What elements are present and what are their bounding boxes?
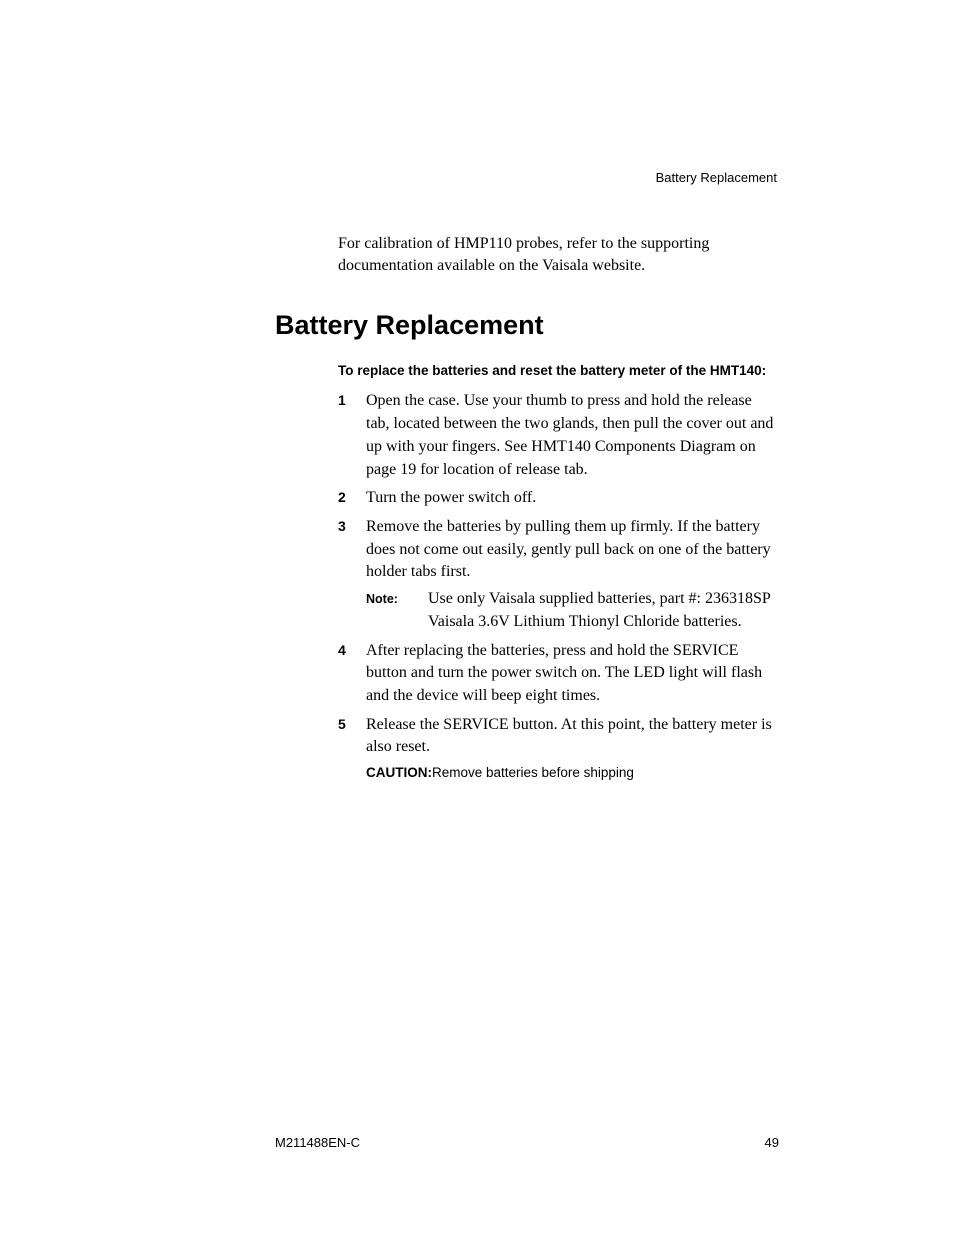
intro-paragraph: For calibration of HMP110 probes, refer … <box>338 233 779 278</box>
procedure-steps: 1 Open the case. Use your thumb to press… <box>338 390 779 782</box>
caution-text: Remove batteries before shipping <box>432 765 634 780</box>
page-footer: M211488EN-C 49 <box>275 1135 779 1150</box>
step-number: 4 <box>338 640 366 658</box>
step-number: 3 <box>338 516 366 534</box>
step-text: After replacing the batteries, press and… <box>366 640 779 708</box>
page-number: 49 <box>765 1135 779 1150</box>
step-text: Remove the batteries by pulling them up … <box>366 518 771 580</box>
step-item: 2 Turn the power switch off. <box>338 487 779 510</box>
step-item: 3 Remove the batteries by pulling them u… <box>338 516 779 634</box>
caution-label: CAUTION: <box>366 765 432 780</box>
procedure-lead-in: To replace the batteries and reset the b… <box>338 361 779 381</box>
running-header: Battery Replacement <box>275 170 779 185</box>
caution-block: CAUTION:Remove batteries before shipping <box>366 763 779 782</box>
step-item: 1 Open the case. Use your thumb to press… <box>338 390 779 481</box>
section-heading: Battery Replacement <box>275 310 779 341</box>
note-text: Use only Vaisala supplied batteries, par… <box>428 588 779 633</box>
step-number: 2 <box>338 487 366 505</box>
step-item: 4 After replacing the batteries, press a… <box>338 640 779 708</box>
step-item: 5 Release the SERVICE button. At this po… <box>338 714 779 783</box>
doc-id: M211488EN-C <box>275 1135 360 1150</box>
note-block: Note: Use only Vaisala supplied batterie… <box>366 588 779 633</box>
step-body: Remove the batteries by pulling them up … <box>366 516 779 634</box>
step-number: 1 <box>338 390 366 408</box>
note-label: Note: <box>366 588 428 609</box>
step-text: Release the SERVICE button. At this poin… <box>366 716 772 756</box>
step-number: 5 <box>338 714 366 732</box>
step-text: Turn the power switch off. <box>366 487 779 510</box>
step-body: Release the SERVICE button. At this poin… <box>366 714 779 783</box>
step-text: Open the case. Use your thumb to press a… <box>366 390 779 481</box>
